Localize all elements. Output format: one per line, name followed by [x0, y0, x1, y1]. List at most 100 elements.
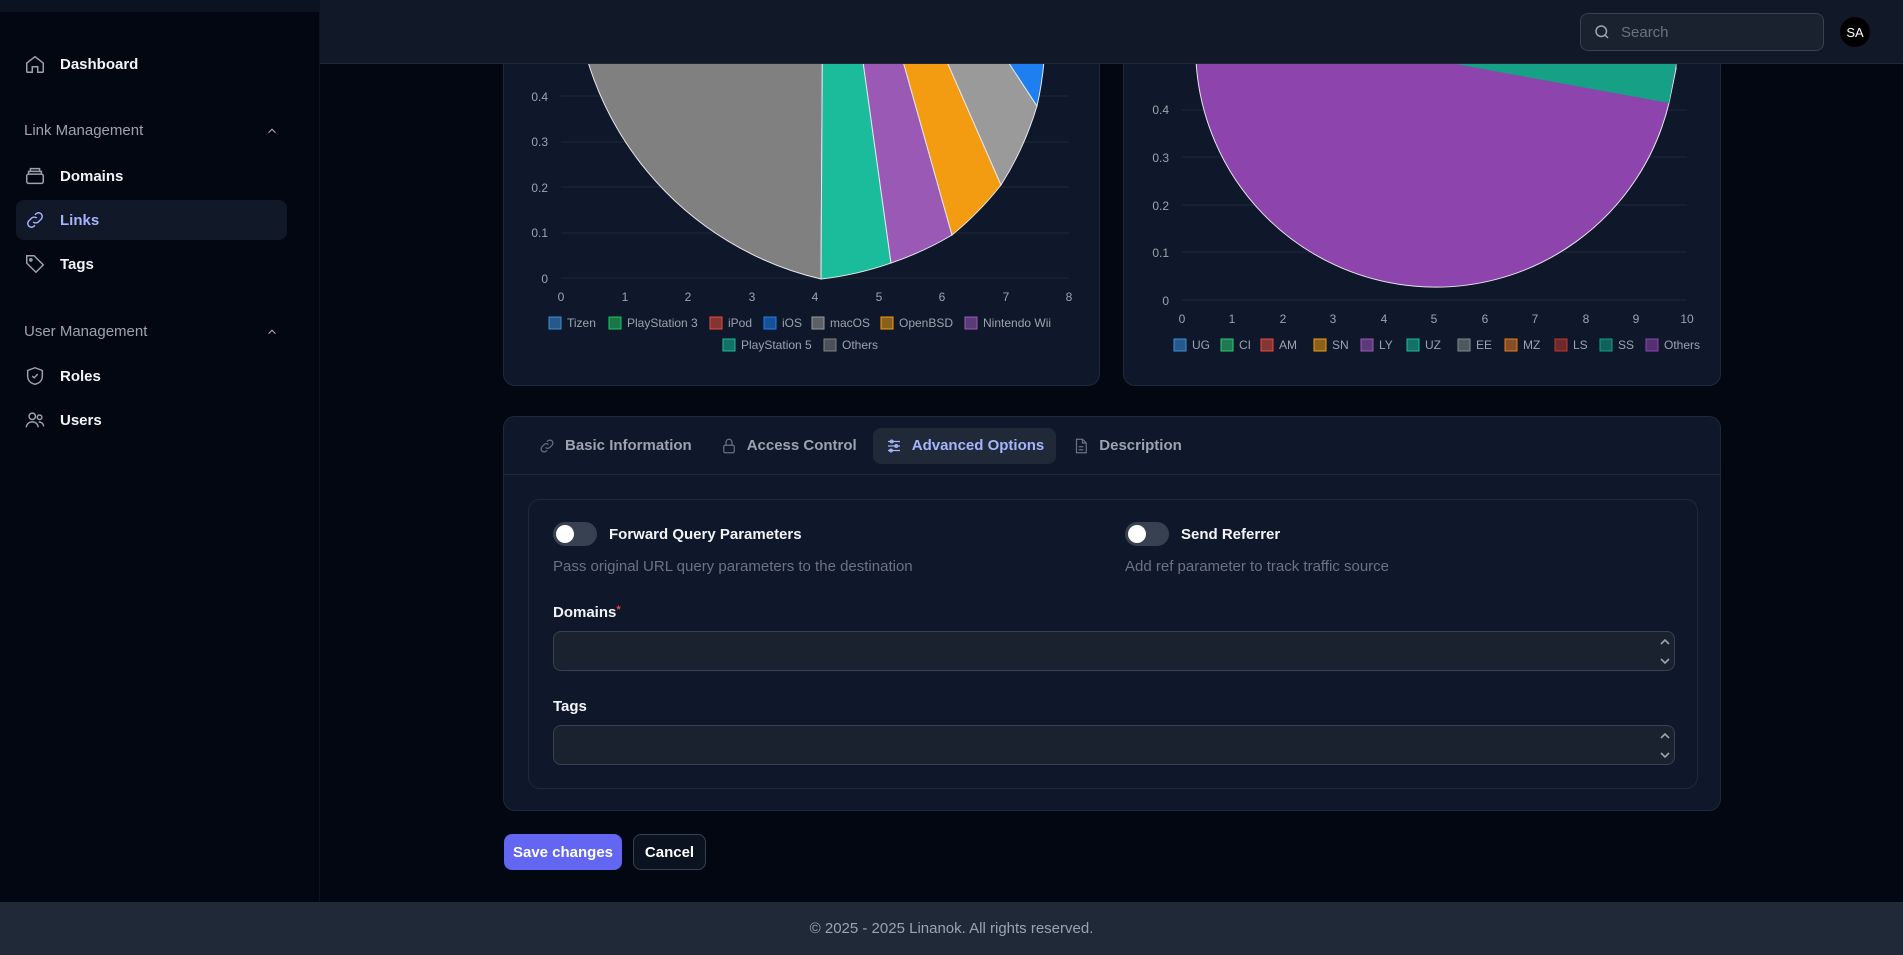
top-bar: SA [320, 0, 1903, 64]
stack-icon [26, 167, 44, 185]
legend-label[interactable]: PlayStation 3 [627, 316, 698, 330]
y-tick: 0.4 [1152, 103, 1169, 117]
x-axis-ticks: 0 1 2 3 4 5 6 7 8 9 10 [1179, 312, 1694, 326]
y-tick: 0.4 [531, 90, 548, 104]
legend-label[interactable]: Nintendo Wii [983, 316, 1051, 330]
legend-label[interactable]: Others [1664, 338, 1700, 352]
sidebar-item-users[interactable]: Users [16, 400, 287, 440]
legend-label[interactable]: macOS [830, 316, 870, 330]
sidebar-item-tags[interactable]: Tags [16, 244, 287, 284]
legend-label[interactable]: AM [1279, 338, 1297, 352]
legend-swatch [1260, 338, 1274, 352]
legend-label[interactable]: iOS [782, 316, 802, 330]
pie-chart-right: 0.4 0.3 0.2 0.1 0 0 1 2 3 4 5 6 7 8 9 10… [1152, 59, 1700, 352]
legend-swatch [763, 316, 777, 330]
link-icon [27, 212, 43, 228]
nav-group-user-management[interactable]: User Management [24, 323, 279, 340]
x-tick: 4 [1381, 312, 1388, 326]
search-icon [1595, 25, 1609, 39]
tags-select[interactable] [553, 725, 1675, 765]
tab-basic-information[interactable]: Basic Information [526, 428, 704, 464]
legend-label[interactable]: iPod [728, 316, 752, 330]
legend-swatch [709, 316, 723, 330]
sidebar-item-domains[interactable]: Domains [16, 156, 287, 196]
tab-access-control[interactable]: Access Control [708, 428, 869, 464]
y-tick: 0.2 [531, 181, 548, 195]
domains-select[interactable] [553, 631, 1675, 671]
x-tick: 6 [939, 290, 946, 304]
tab-label: Access Control [746, 437, 857, 454]
legend-swatch [1360, 338, 1374, 352]
save-changes-button[interactable]: Save changes [504, 834, 622, 870]
x-tick: 1 [622, 290, 629, 304]
avatar[interactable]: SA [1840, 17, 1870, 47]
legend-swatch [548, 316, 562, 330]
tab-label: Basic Information [565, 437, 692, 454]
pie-slice-ss [1434, 60, 1676, 103]
cancel-button[interactable]: Cancel [633, 834, 706, 870]
x-tick: 0 [558, 290, 565, 304]
footer-copyright: © 2025 - 2025 Linanok. All rights reserv… [809, 920, 1094, 937]
chart-legend: Tizen PlayStation 3 iPod iOS macOS OpenBSD Nin… [548, 316, 1051, 352]
legend-label[interactable]: CI [1239, 338, 1251, 352]
tab-advanced-options[interactable]: Advanced Options [872, 427, 1057, 464]
tab-bar: Basic Information Access Control Advance… [504, 417, 1720, 475]
x-tick: 10 [1680, 312, 1694, 326]
legend-label[interactable]: Tizen [567, 316, 596, 330]
sidebar-item-label: Roles [60, 367, 101, 385]
legend-label[interactable]: Others [842, 338, 878, 352]
tab-label: Description [1099, 437, 1182, 454]
sliders-icon [887, 439, 900, 452]
legend-label[interactable]: EE [1476, 338, 1492, 352]
nav-group-label: Link Management [24, 122, 144, 139]
x-tick: 2 [685, 290, 692, 304]
chevron-up-icon [1660, 638, 1670, 645]
y-tick: 0 [541, 272, 548, 286]
x-tick: 5 [876, 290, 883, 304]
legend-swatch [722, 338, 736, 352]
x-tick: 7 [1532, 312, 1539, 326]
sidebar-item-roles[interactable]: Roles [16, 356, 287, 396]
link-icon [540, 439, 554, 452]
domains-select-arrows[interactable] [1656, 632, 1674, 670]
users-icon [25, 412, 45, 428]
chevron-up-icon [1660, 732, 1670, 739]
legend-swatch [1313, 338, 1327, 352]
y-tick: 0.2 [1152, 199, 1169, 213]
sidebar-item-label: Users [60, 411, 102, 429]
shield-icon [26, 366, 44, 386]
forward-query-hint: Pass original URL query parameters to th… [553, 558, 913, 575]
forward-query-toggle[interactable] [553, 522, 597, 546]
legend-label[interactable]: MZ [1523, 338, 1540, 352]
x-tick: 5 [1431, 312, 1438, 326]
send-referrer-toggle[interactable] [1125, 522, 1169, 546]
legend-label[interactable]: SN [1332, 338, 1349, 352]
legend-swatch [1220, 338, 1234, 352]
legend-label[interactable]: PlayStation 5 [741, 338, 812, 352]
chart-card-right: 0.4 0.3 0.2 0.1 0 0 1 2 3 4 5 6 7 8 9 10… [1123, 0, 1721, 386]
legend-label[interactable]: OpenBSD [899, 316, 953, 330]
legend-label[interactable]: LY [1379, 338, 1393, 352]
legend-label[interactable]: SS [1618, 338, 1634, 352]
advanced-options-panel: Forward Query Parameters Pass original U… [528, 499, 1698, 789]
domains-label-text: Domains [553, 604, 617, 621]
legend-swatch [823, 338, 837, 352]
sidebar-item-links[interactable]: Links [16, 200, 287, 240]
link-form-card: Basic Information Access Control Advance… [503, 416, 1721, 811]
footer: © 2025 - 2025 Linanok. All rights reserv… [0, 902, 1903, 955]
sidebar-item-label: Links [60, 211, 100, 229]
nav-group-link-management[interactable]: Link Management [24, 122, 279, 139]
x-tick: 6 [1482, 312, 1489, 326]
x-tick: 7 [1003, 290, 1010, 304]
sidebar-item-dashboard[interactable]: Dashboard [16, 44, 287, 84]
legend-label[interactable]: LS [1573, 338, 1588, 352]
tab-description[interactable]: Description [1060, 428, 1194, 464]
search-box[interactable] [1580, 13, 1824, 51]
legend-label[interactable]: UZ [1425, 338, 1441, 352]
pie-slice-others [1195, 59, 1677, 288]
tags-select-arrows[interactable] [1656, 726, 1674, 764]
legend-label[interactable]: UG [1192, 338, 1210, 352]
chevron-down-icon [1660, 657, 1670, 664]
search-input[interactable] [1621, 23, 1801, 41]
legend-swatch [1173, 338, 1187, 352]
